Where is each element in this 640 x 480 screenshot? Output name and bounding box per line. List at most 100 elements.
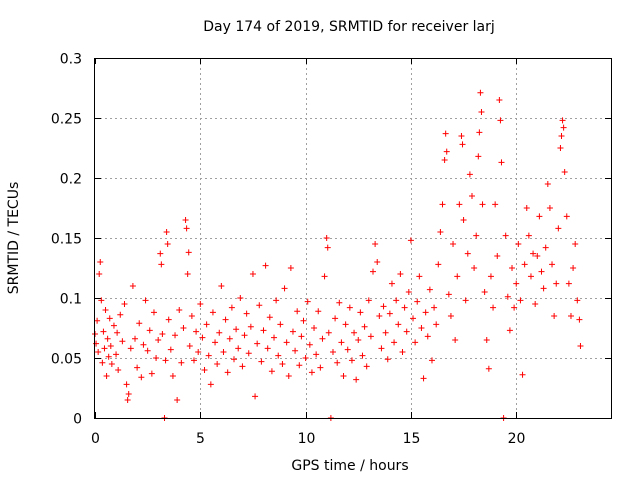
data-point xyxy=(289,328,296,335)
x-tick-label: 20 xyxy=(508,431,526,447)
data-point xyxy=(363,363,370,370)
data-point xyxy=(553,280,560,287)
y-tick-label: 0 xyxy=(73,412,82,428)
data-point xyxy=(98,297,105,304)
data-point xyxy=(565,280,572,287)
data-point xyxy=(174,397,181,403)
data-point xyxy=(342,321,349,328)
data-point xyxy=(324,244,331,251)
data-point xyxy=(513,280,520,287)
data-point xyxy=(199,334,206,341)
data-point xyxy=(416,273,423,280)
data-point xyxy=(306,341,313,348)
data-point xyxy=(452,337,459,343)
data-point xyxy=(123,381,130,388)
data-point xyxy=(433,321,440,328)
data-point xyxy=(311,325,318,331)
data-point xyxy=(298,333,305,340)
data-point xyxy=(325,329,332,336)
data-point xyxy=(108,361,115,367)
data-point xyxy=(386,310,393,317)
data-point xyxy=(292,347,299,354)
data-point xyxy=(300,317,307,324)
data-point xyxy=(254,340,261,347)
data-point xyxy=(388,280,395,287)
data-point xyxy=(490,304,497,311)
data-point xyxy=(399,349,406,355)
axis-ticks: 0 0.05 0.1 0.15 0.2 0.25 0.3 0 5 10 15 20 xyxy=(51,52,611,447)
data-point xyxy=(220,349,227,355)
data-point xyxy=(382,329,389,336)
data-point xyxy=(397,271,404,277)
data-point xyxy=(114,329,121,336)
data-point xyxy=(162,357,169,364)
data-point xyxy=(184,271,191,277)
data-point xyxy=(334,359,341,366)
data-point xyxy=(435,261,442,268)
data-point xyxy=(193,328,200,335)
data-point xyxy=(285,373,292,379)
y-tick-label: 0.05 xyxy=(51,352,82,368)
data-point xyxy=(504,293,511,300)
data-point xyxy=(264,345,271,352)
data-point xyxy=(207,381,214,388)
data-point xyxy=(525,232,532,239)
data-point xyxy=(138,374,145,381)
data-point xyxy=(336,299,343,306)
y-tick-label: 0.3 xyxy=(60,52,82,68)
data-point xyxy=(353,376,360,383)
data-point xyxy=(247,323,254,330)
data-point xyxy=(226,335,233,342)
data-point xyxy=(498,159,505,166)
data-point xyxy=(125,391,132,397)
data-point xyxy=(260,327,267,334)
data-point xyxy=(317,364,324,371)
data-point xyxy=(509,265,516,271)
data-point xyxy=(245,350,252,357)
data-point xyxy=(231,356,238,363)
data-point xyxy=(129,283,136,289)
data-point xyxy=(178,359,185,366)
data-point xyxy=(296,362,303,369)
y-tick-label: 0.1 xyxy=(60,292,82,308)
data-point xyxy=(494,253,501,259)
data-point xyxy=(332,315,339,322)
data-point xyxy=(106,315,113,322)
data-point xyxy=(570,265,577,271)
data-point xyxy=(544,181,551,187)
data-point xyxy=(209,309,216,316)
data-point xyxy=(188,313,195,319)
data-point xyxy=(450,241,457,247)
data-point xyxy=(574,297,581,304)
data-point xyxy=(487,273,494,280)
data-point xyxy=(372,241,379,247)
data-point xyxy=(473,232,480,239)
data-point xyxy=(502,232,509,239)
data-point xyxy=(132,335,139,342)
data-point xyxy=(102,307,109,313)
grid-lines xyxy=(95,58,611,418)
data-point xyxy=(99,359,106,366)
data-point xyxy=(492,201,499,208)
data-point xyxy=(576,316,583,323)
data-point xyxy=(378,345,385,352)
data-point xyxy=(538,268,545,275)
data-point xyxy=(464,250,471,257)
data-point xyxy=(319,335,326,342)
data-point xyxy=(497,117,504,124)
data-point xyxy=(158,261,165,268)
data-point xyxy=(527,273,534,280)
data-point xyxy=(445,291,452,298)
data-point xyxy=(96,271,103,277)
y-tick-label: 0.25 xyxy=(51,112,82,128)
data-point xyxy=(105,353,112,360)
data-point xyxy=(466,171,473,178)
data-point xyxy=(205,352,212,359)
data-point xyxy=(420,375,427,382)
data-point xyxy=(304,298,311,305)
data-point xyxy=(475,153,482,160)
data-point xyxy=(412,339,419,346)
data-point xyxy=(517,297,524,304)
data-point xyxy=(481,289,488,295)
data-point xyxy=(117,311,124,318)
